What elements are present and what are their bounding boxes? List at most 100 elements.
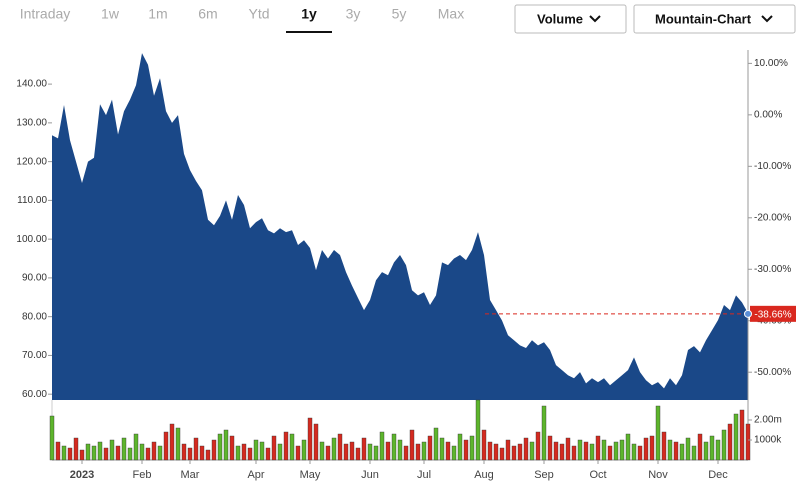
volume-bar: [589, 443, 595, 461]
volume-bar: [535, 431, 541, 461]
volume-bar: [667, 439, 673, 461]
volume-bar: [283, 431, 289, 461]
volume-bar: [301, 439, 307, 461]
volume-bar: [631, 443, 637, 461]
volume-bar: [403, 445, 409, 461]
tab[interactable]: 6m: [198, 6, 217, 22]
volume-bar: [253, 439, 259, 461]
tab-underline: [286, 31, 332, 33]
volume-bar: [265, 447, 271, 461]
volume-bar: [481, 429, 487, 461]
volume-bar: [553, 441, 559, 461]
tab[interactable]: Intraday: [20, 6, 71, 22]
volume-bar: [361, 437, 367, 461]
volume-bar: [505, 439, 511, 461]
volume-bar: [289, 433, 295, 461]
volume-button[interactable]: [514, 4, 627, 34]
y2-tick-label: -50.00%: [754, 367, 791, 378]
volume-bar: [439, 437, 445, 461]
volume-bar: [499, 447, 505, 461]
x-tick-label: Oct: [589, 469, 606, 481]
x-tick-label: 2023: [70, 469, 94, 481]
volume-bar: [463, 439, 469, 461]
marker-label: -38.66%: [754, 309, 791, 320]
y2-tick-label: 0.00%: [754, 109, 782, 120]
chart-type-button[interactable]: [633, 4, 796, 34]
volume-bar: [295, 445, 301, 461]
button-label[interactable]: Volume: [537, 11, 583, 26]
volume-bar: [271, 435, 277, 461]
y-tick-label: 90.00: [22, 273, 47, 284]
volume-bar: [55, 441, 61, 461]
price-area: [52, 53, 748, 401]
tab[interactable]: 3y: [346, 6, 361, 22]
tab[interactable]: 1m: [148, 6, 167, 22]
volume-bar: [565, 437, 571, 461]
volume-bar: [643, 437, 649, 461]
volume-bar: [727, 423, 733, 461]
tab[interactable]: Ytd: [248, 6, 269, 22]
volume-bar: [385, 441, 391, 461]
volume-bar: [313, 423, 319, 461]
tab[interactable]: 5y: [392, 6, 407, 22]
y-tick-label: 100.00: [16, 234, 47, 245]
volume-tick-label: 1000k: [754, 435, 782, 446]
x-tick-label: Sep: [534, 469, 554, 481]
volume-bar: [421, 441, 427, 461]
y-tick-label: 120.00: [16, 156, 47, 167]
volume-bar: [127, 447, 133, 461]
volume-bar: [307, 417, 313, 461]
volume-bar: [655, 405, 661, 461]
volume-bar: [121, 437, 127, 461]
x-tick-label: Apr: [247, 469, 264, 481]
x-tick-label: Jun: [361, 469, 379, 481]
volume-bar: [529, 441, 535, 461]
y-tick-label: 140.00: [16, 79, 47, 90]
volume-bar: [73, 437, 79, 461]
volume-bar: [559, 443, 565, 461]
volume-bar: [103, 447, 109, 461]
volume-bar: [673, 441, 679, 461]
y-tick-label: 110.00: [17, 195, 47, 206]
volume-bar: [319, 441, 325, 461]
y2-tick-label: -20.00%: [754, 212, 791, 223]
volume-bar: [427, 435, 433, 461]
volume-bar: [325, 445, 331, 461]
volume-bar: [187, 447, 193, 461]
x-tick-label: May: [300, 469, 321, 481]
volume-bar: [661, 431, 667, 461]
volume-bar: [685, 437, 691, 461]
tab[interactable]: 1w: [101, 6, 120, 22]
volume-bar: [211, 439, 217, 461]
volume-bar: [139, 443, 145, 461]
volume-bar: [169, 423, 175, 461]
volume-bar: [391, 433, 397, 461]
tab[interactable]: 1y: [301, 6, 317, 22]
button-label[interactable]: Mountain-Chart: [655, 11, 752, 26]
volume-bar: [709, 435, 715, 461]
volume-bar: [277, 443, 283, 461]
volume-bar: [547, 435, 553, 461]
volume-bar: [703, 441, 709, 461]
y2-tick-label: -30.00%: [754, 264, 791, 275]
volume-bar: [151, 441, 157, 461]
x-tick-label: Feb: [133, 469, 152, 481]
volume-bar: [355, 447, 361, 461]
volume-bar: [637, 445, 643, 461]
tab[interactable]: Max: [438, 6, 464, 22]
volume-bar: [85, 443, 91, 461]
volume-bar: [571, 445, 577, 461]
volume-bar: [433, 427, 439, 461]
volume-bar: [199, 445, 205, 461]
volume-bar: [607, 445, 613, 461]
volume-bar: [157, 445, 163, 461]
volume-bar: [145, 447, 151, 461]
volume-bar: [619, 439, 625, 461]
volume-bar: [679, 443, 685, 461]
volume-bar: [223, 429, 229, 461]
volume-bar: [49, 415, 55, 461]
volume-bar: [337, 433, 343, 461]
volume-bar: [523, 437, 529, 461]
volume-bar: [517, 443, 523, 461]
volume-bar: [739, 409, 745, 461]
